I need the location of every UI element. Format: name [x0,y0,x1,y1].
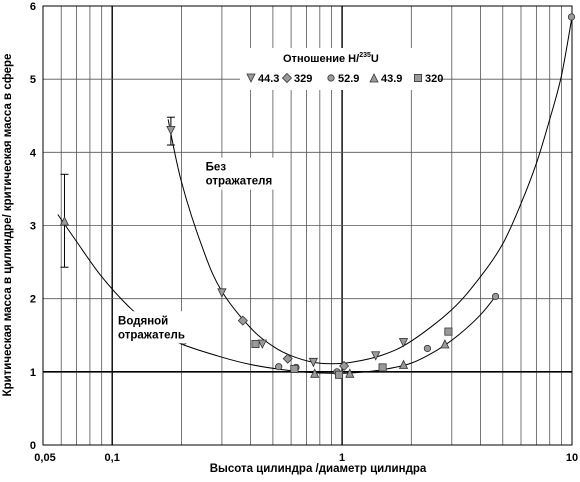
data-point-square [444,327,453,336]
y-tick-label: 1 [30,367,36,379]
annotation-line: отражателя [206,176,273,188]
legend-item: 329 [281,72,312,85]
data-point-circle [491,292,500,301]
data-point-triangle-down [398,338,409,348]
legend-marker-diamond [281,72,293,84]
data-point-square [335,370,344,379]
x-tick-label: 10 [566,452,578,464]
legend-item-label: 43.9 [381,73,402,85]
annotation-background [201,157,277,190]
annotation: Водяной отражатель [118,315,185,341]
data-point-square [290,364,299,373]
legend-marker-triangle-up [369,73,379,83]
data-point-circle [275,363,283,371]
error-bars [60,116,175,268]
data-point-circle [567,13,576,21]
data-points [59,13,576,379]
data-point-triangle-up [345,368,355,378]
legend-background [240,48,438,90]
tick-labels: 0,05 0,1 1 10 0 1 2 3 4 5 6 [30,1,578,464]
legend-item: 52.9 [327,73,359,85]
y-tick-label: 5 [30,74,36,86]
data-point-diamond [282,353,293,364]
data-point-triangle-down [166,125,176,136]
data-point-triangle-down [217,288,227,298]
y-tick-label: 2 [30,294,36,306]
y-tick-label: 3 [30,221,36,233]
y-tick-label: 0 [30,440,36,452]
data-point-triangle-down [257,339,268,349]
legend-title: Отношение H/235U [283,52,379,65]
legend-marker-triangle-down [246,73,256,83]
legend-item-label: 329 [294,73,312,85]
annotation: Без отражателя [206,162,273,188]
legend-item: 44.3 [246,73,279,85]
data-point-diamond [237,315,248,326]
x-tick-label: 0,1 [105,452,120,464]
legend-items: 44.3 329 52.9 43.9 320 [246,72,443,85]
x-tick-label: 1 [339,452,345,464]
annotation-line: Водяной [118,315,168,327]
data-point-square [251,340,260,349]
annotations: Без отражателя Водяной отражатель [114,157,277,344]
x-tick-label: 0,05 [34,452,55,464]
x-axis-label: Высота цилиндра /диаметр цилиндра [210,463,427,475]
data-point-triangle-up [310,368,320,378]
legend-marker-circle [327,74,335,82]
data-point-circle [423,344,432,353]
y-tick-label: 4 [30,147,37,159]
data-point-triangle-up [59,216,70,226]
legend-marker-square [413,74,422,83]
legend-item-label: 44.3 [258,73,279,85]
legend-item-label: 320 [425,73,443,85]
legend-item: 43.9 [369,73,402,85]
legend: Отношение H/235U 44.3 329 52.9 43.9 320 [240,48,443,90]
annotation-line: Без [206,162,227,174]
data-point-triangle-up [440,339,450,349]
data-point-triangle-up [398,359,409,369]
annotation-background [114,311,189,344]
legend-item-label: 52.9 [338,73,359,85]
data-point-triangle-down [371,351,381,361]
annotation-line: отражатель [118,329,185,341]
data-point-square [378,363,387,372]
data-point-diamond [339,360,350,372]
y-tick-label: 6 [30,1,36,13]
plot-frame [42,5,573,446]
data-point-triangle-down [308,357,319,368]
legend-item: 320 [413,73,443,85]
y-axis-label: Критическая масса в цилиндре/ критическа… [2,54,14,397]
